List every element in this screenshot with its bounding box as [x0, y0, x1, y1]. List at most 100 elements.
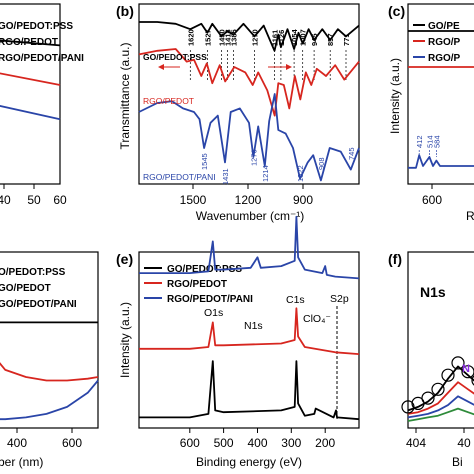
panel-f-line-series-4: [407, 407, 474, 422]
panel-a: GO/PEDOT:PSS RGO/PEDOT RGO/PEDOT/PANI 40…: [0, 3, 84, 207]
panel-f-line-series-2: [407, 381, 474, 415]
panel-b-peak-label-1022: 1022: [296, 165, 305, 182]
panel-b-arrows: [158, 64, 292, 70]
panel-d-series: [0, 321, 99, 421]
panel-e-legend: GO/PEDOT:PSS RGO/PEDOT RGO/PEDOT/PANI: [144, 264, 253, 305]
panel-c-series: [408, 30, 474, 169]
panel-e-line-rgo-pedot-pani: [139, 215, 360, 280]
panel-c-letter: (c): [388, 3, 405, 19]
panel-a-frame: [0, 3, 61, 185]
panel-c-peak-label-514: 514: [425, 135, 434, 148]
panel-f-frame: [407, 251, 474, 429]
panel-f-data-point: [421, 391, 435, 405]
panel-b-peak-label-1418: 1418: [223, 29, 232, 46]
panel-d-line-go-pedot-pani: [0, 379, 99, 421]
panel-e-xtick-300: 300: [281, 436, 301, 450]
panel-b-peak-label-1007: 1007: [299, 29, 308, 46]
panel-b-peak-label-1450: 1450: [218, 29, 227, 46]
panel-b-line-go-pedot-pss: [139, 21, 360, 52]
panel-b-peak-label-1385: 1385: [229, 29, 238, 46]
panel-a-line-rgo-pedot: [0, 72, 61, 86]
panel-f-data-point: [411, 396, 425, 410]
panel-a-legend-2: RGO/PEDOT: [0, 37, 58, 48]
panel-c-peak-label-584: 584: [432, 135, 441, 148]
panel-b-peak-label-745: 745: [347, 147, 356, 160]
panel-d-legend-2: GO/PEDOT: [0, 283, 51, 294]
panel-b-peak-label-1431: 1431: [221, 168, 230, 185]
panel-e-peak-s2p: S2p: [330, 293, 349, 305]
panel-a-line-rgo-pedot-pani: [0, 104, 61, 121]
panel-b-series: [138, 21, 360, 182]
panel-a-series: [0, 39, 61, 121]
panel-f-data-point: [461, 365, 474, 379]
panel-b-label-pani: RGO/PEDOT/PANI: [143, 172, 216, 182]
panel-a-xtick-40: 40: [0, 193, 11, 207]
panel-f-fragment-label: N: [462, 363, 470, 375]
panel-a-xticks: 40 50 60: [0, 184, 67, 207]
panel-e-xtick-400: 400: [247, 436, 267, 450]
panel-c-line-rgo-p: [408, 154, 474, 169]
panel-b-line-rgo-pedot: [138, 48, 360, 117]
panel-b-xtick-900: 900: [293, 193, 313, 207]
panel-a-xtick-60: 60: [53, 193, 67, 207]
panel-c-ylabel: Intensity (a.u.): [388, 58, 402, 134]
panel-f-data-point: [441, 368, 455, 382]
panel-f-title: N1s: [420, 284, 446, 300]
panel-f-data-point: [431, 382, 445, 396]
panel-e-letter: (e): [116, 251, 133, 267]
panel-c-legend-2: RGO/P: [428, 37, 461, 48]
panel-e: (e) Intensity (a.u.) Binding energy (eV)…: [116, 215, 360, 469]
panel-e-legend-1: GO/PEDOT:PSS: [167, 264, 242, 275]
panel-b-peak-label-857: 857: [326, 33, 335, 46]
panel-a-xtick-50: 50: [27, 193, 41, 207]
panel-f-series: [401, 356, 474, 422]
panel-d-line-go-pedot: [0, 362, 99, 382]
panel-e-xticks: 600 500 400 300 200: [180, 428, 336, 450]
panel-c-peak-label-412: 412: [415, 135, 424, 148]
panel-f-xlabel-fragment: Bi: [452, 455, 463, 469]
panel-d: O/PEDOT:PSS GO/PEDOT GO/PEDOT/PANI 400 6…: [0, 251, 99, 469]
panel-f-letter: (f): [388, 251, 402, 267]
panel-b-peak-label-1545: 1545: [200, 153, 209, 170]
panel-b-peak-label-1527: 1527: [203, 29, 212, 46]
panel-b-xtick-1200: 1200: [235, 193, 262, 207]
panel-b-peak-guides: [189, 50, 347, 82]
panel-e-xlabel: Binding energy (eV): [196, 455, 302, 469]
panel-b-xlabel: Wavenumber (cm⁻¹): [196, 209, 305, 223]
panel-c-frame: [407, 3, 474, 185]
panel-e-legend-3: RGO/PEDOT/PANI: [167, 294, 253, 305]
panel-f-line-series-3: [407, 395, 474, 419]
panel-b-letter: (b): [116, 3, 134, 19]
panel-c-legend-1: GO/PE: [428, 21, 460, 32]
panel-b-frame: [138, 3, 360, 185]
panel-c-legend: GO/PE RGO/P RGO/P: [413, 21, 461, 64]
panel-b-peak-label-1214: 1214: [261, 165, 270, 182]
panel-a-legend-1: GO/PEDOT:PSS: [0, 21, 73, 32]
panel-e-peak-n1s: N1s: [244, 320, 263, 332]
panel-e-legend-2: RGO/PEDOT: [167, 279, 227, 290]
panel-b-label-go: GO/PEDOT:PSS: [143, 52, 207, 62]
panel-e-xtick-500: 500: [214, 436, 234, 450]
panel-f: (f) N1s N 404 40 Bi: [388, 251, 474, 469]
panel-c-xlabel-fragment: R: [466, 209, 474, 223]
panel-b-xtick-1500: 1500: [180, 193, 207, 207]
panel-d-legend-1: O/PEDOT:PSS: [0, 267, 66, 278]
panel-b-peak-label-771: 771: [342, 33, 351, 46]
panel-e-peak-c1s: C1s: [286, 294, 305, 306]
panel-d-xtick-600: 600: [62, 436, 82, 450]
panel-b-peak-label-1276: 1276: [249, 149, 258, 166]
panel-b-peak-label-1161: 1161: [271, 30, 280, 46]
panel-c-legend-3: RGO/P: [428, 53, 461, 64]
panel-e-series: [139, 215, 360, 421]
panel-b-peak-label-1126: 1126: [277, 30, 286, 46]
panel-f-data-point: [471, 375, 474, 386]
panel-b-peak-label-1270: 1270: [251, 29, 260, 46]
panel-c-xtick-600: 600: [422, 193, 442, 207]
panel-e-xtick-600: 600: [180, 436, 200, 450]
panel-e-peak-clo4: ClO₄⁻: [303, 313, 331, 325]
panel-a-line-go-pedot-pss: [0, 39, 61, 47]
panel-c: (c) Intensity (a.u.) GO/PE RGO/P RGO/P 4…: [388, 3, 474, 223]
